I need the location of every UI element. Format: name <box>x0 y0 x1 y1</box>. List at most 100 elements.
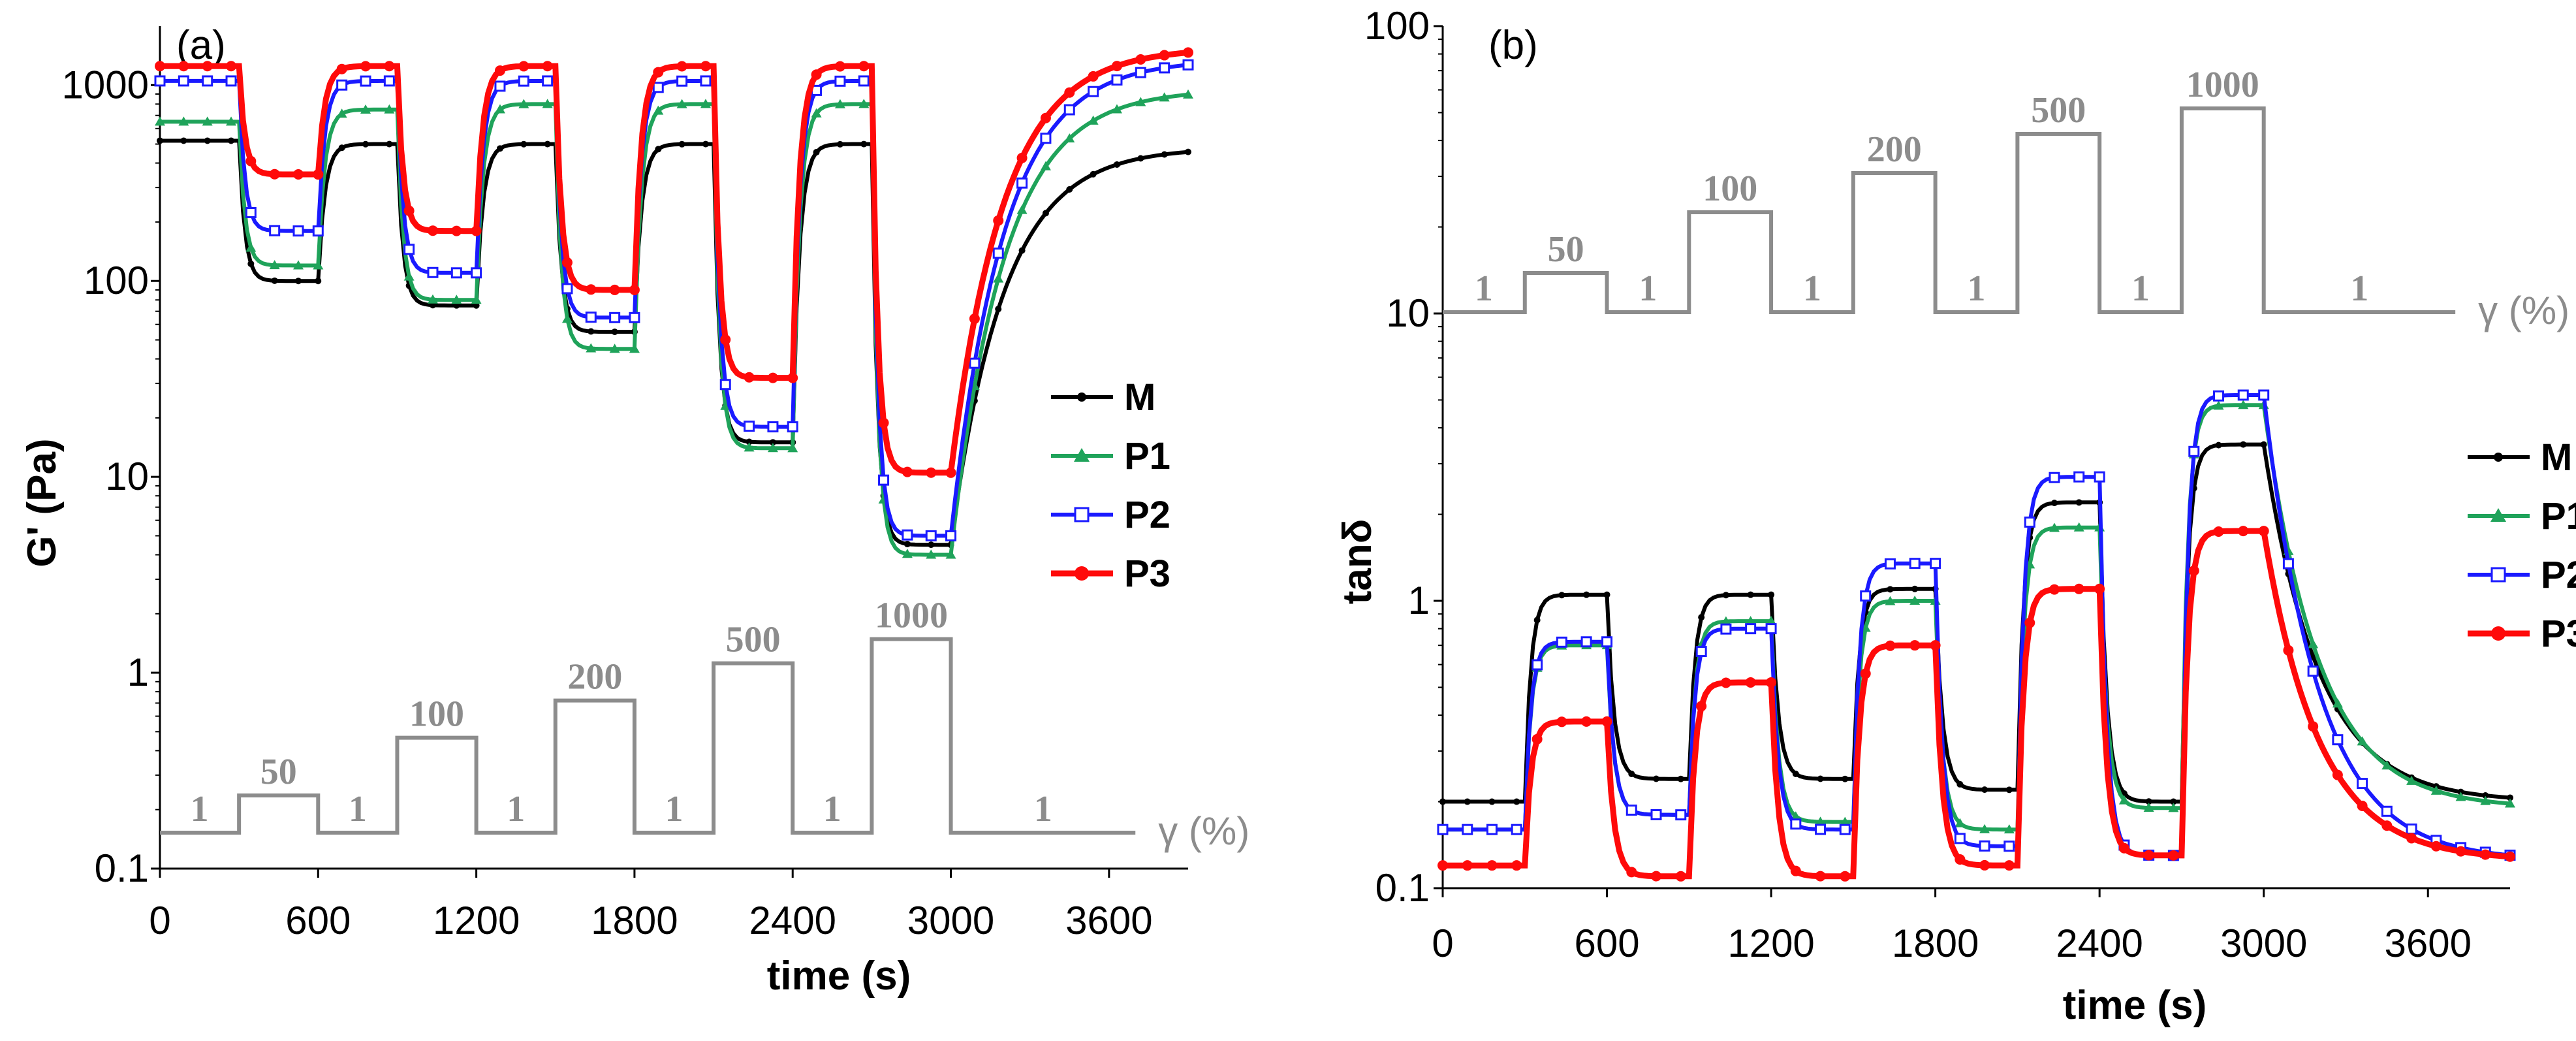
data-point-P3 <box>629 284 640 295</box>
data-point-M <box>1161 151 1168 158</box>
x-tick-label: 600 <box>1574 921 1639 965</box>
data-point-M <box>1677 775 1684 782</box>
data-point-P3 <box>1040 112 1051 123</box>
data-point-M <box>2145 798 2152 805</box>
strain-level-label: 1 <box>665 789 683 829</box>
data-point-P3 <box>811 69 822 80</box>
data-point-P3 <box>609 284 620 295</box>
data-point-P3 <box>2332 769 2343 780</box>
data-point-P1 <box>2049 522 2060 532</box>
y-tick-label: 10 <box>105 455 149 498</box>
data-point-M <box>1090 170 1097 178</box>
data-point-P2 <box>2003 841 2015 852</box>
legend-label-P3: P3 <box>1124 553 1170 595</box>
data-point-P3 <box>945 467 956 478</box>
data-point-P2 <box>2024 516 2035 528</box>
data-point-M <box>2170 798 2177 805</box>
legend-label-P3: P3 <box>2541 613 2576 655</box>
data-point-P3 <box>1696 701 1707 712</box>
data-point-P3 <box>2283 645 2294 656</box>
data-point-M <box>228 137 235 144</box>
strain-axis-label: γ (%) <box>2478 289 2569 332</box>
data-point-P2 <box>494 80 506 92</box>
data-point-M <box>362 140 369 148</box>
data-point-P1 <box>360 104 371 114</box>
data-point-P3 <box>2357 801 2368 811</box>
data-point-P3 <box>561 257 573 268</box>
strain-level-label: 1 <box>349 789 367 829</box>
data-point-P2 <box>312 225 324 237</box>
data-point-P2 <box>1182 59 1194 71</box>
data-point-P2 <box>542 75 554 87</box>
data-point-P2 <box>178 75 189 87</box>
y-tick-label: 1 <box>1408 579 1430 622</box>
data-point-P1 <box>471 295 482 304</box>
data-point-P1 <box>202 116 213 126</box>
data-point-P1 <box>2332 698 2343 708</box>
x-tick-label: 3000 <box>907 899 994 942</box>
data-point-P3 <box>2168 850 2179 861</box>
data-point-P1 <box>609 344 620 353</box>
data-point-P2 <box>1815 824 1827 835</box>
strain-level-label: 500 <box>726 620 781 660</box>
data-point-P3 <box>1111 61 1122 72</box>
data-point-P2 <box>945 530 957 541</box>
data-point-P2 <box>1462 824 1473 835</box>
data-point-P2 <box>1556 636 1567 648</box>
data-point-P3 <box>1088 71 1099 82</box>
strain-level-label: 100 <box>409 694 464 735</box>
data-point-P2 <box>202 75 213 87</box>
data-point-P2 <box>427 266 439 278</box>
data-point-P2 <box>902 529 913 541</box>
data-point-P3 <box>2308 721 2319 732</box>
data-point-P2 <box>269 225 281 236</box>
data-point-P1 <box>226 116 237 126</box>
data-point-P3 <box>902 466 913 477</box>
data-point-P3 <box>2188 565 2199 576</box>
data-point-M <box>1464 798 1471 805</box>
data-point-P3 <box>653 67 664 78</box>
data-point-M <box>1066 186 1073 193</box>
data-point-P1 <box>1745 616 1756 626</box>
data-point-P2 <box>787 421 798 433</box>
data-point-P1 <box>811 108 822 118</box>
data-point-M <box>271 277 278 284</box>
strain-level-label: 1 <box>1639 268 1657 309</box>
series-line-P2 <box>1443 393 2511 857</box>
data-point-P2 <box>834 75 846 87</box>
strain-step-line <box>160 637 1136 835</box>
data-point-P3 <box>1955 854 1966 865</box>
data-point-P2 <box>225 75 237 87</box>
panel-a-xlabel: time (s) <box>767 953 911 999</box>
data-point-P3 <box>1860 668 1871 679</box>
panel-b-series <box>1437 389 2516 882</box>
data-point-M <box>180 137 187 144</box>
data-point-P2 <box>1979 840 1990 852</box>
data-point-P1 <box>1064 133 1075 143</box>
data-point-M <box>338 144 345 152</box>
panel-a-ylabel: G' (Pa) <box>20 438 65 567</box>
legend-label-P1: P1 <box>2541 495 2576 537</box>
panel-b-strain-profile: 1 50 1 100 1 200 1 500 1 1000 1 γ (%) <box>1443 65 2569 332</box>
data-point-P2 <box>858 75 870 87</box>
data-point-P2 <box>1486 824 1498 835</box>
y-tick-label: 1 <box>127 650 149 694</box>
legend-label-M: M <box>2541 436 2572 479</box>
data-point-P3 <box>744 372 755 383</box>
data-point-P2 <box>969 357 981 369</box>
data-point-P1 <box>993 273 1004 283</box>
data-point-P1 <box>1955 818 1966 827</box>
x-tick-label: 1200 <box>433 899 520 942</box>
data-point-P2 <box>652 82 664 93</box>
data-point-P3 <box>2118 842 2129 854</box>
data-point-M <box>1583 591 1590 598</box>
data-point-P2 <box>2406 823 2417 835</box>
data-point-P2 <box>1601 636 1613 648</box>
data-point-P1 <box>2143 803 2154 812</box>
data-point-P3 <box>1462 860 1473 871</box>
data-point-P3 <box>226 61 237 72</box>
data-point-M <box>1533 617 1541 624</box>
strain-level-label: 1 <box>2350 268 2368 309</box>
data-point-M <box>204 137 211 144</box>
panel-a-label: (a) <box>176 23 226 68</box>
